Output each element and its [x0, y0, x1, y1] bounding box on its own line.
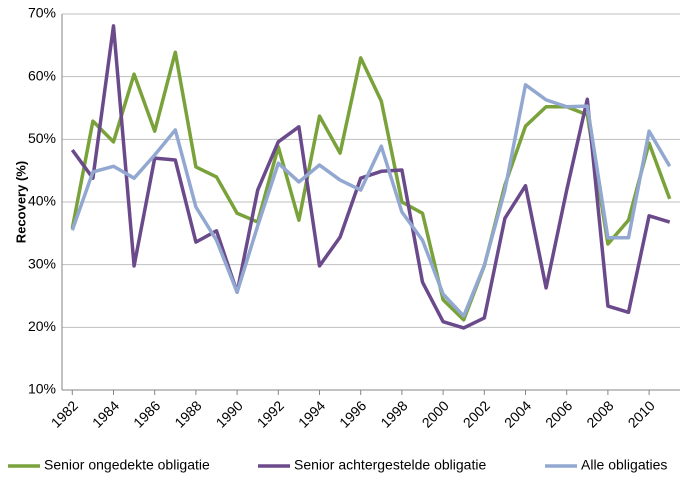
x-tick-label: 1998	[377, 397, 410, 430]
legend-label: Senior achtergestelde obligatie	[294, 457, 486, 473]
x-tick-label: 1994	[295, 397, 328, 430]
x-tick-label: 2008	[583, 397, 616, 430]
series-line	[70, 83, 672, 318]
x-tick-label: 1990	[212, 397, 245, 430]
x-tick-label: 2002	[460, 397, 493, 430]
legend-label: Senior ongedekte obligatie	[44, 457, 210, 473]
legend-label: Alle obligaties	[581, 457, 667, 473]
y-tick-label: 60%	[28, 67, 56, 83]
x-tick-label: 1982	[48, 397, 81, 430]
y-axis-label: Recovery (%)	[13, 161, 28, 243]
y-tick-label: 50%	[28, 130, 56, 146]
y-tick-label: 10%	[28, 381, 56, 397]
x-tick-label: 2000	[418, 397, 451, 430]
x-tick-label: 2010	[624, 397, 657, 430]
series-line	[70, 50, 672, 322]
x-tick-label: 2004	[501, 397, 534, 430]
y-tick-label: 30%	[28, 255, 56, 271]
x-tick-label: 1984	[89, 397, 122, 430]
x-tick-label: 2006	[542, 397, 575, 430]
x-tick-label: 1992	[254, 397, 287, 430]
y-tick-label: 40%	[28, 193, 56, 209]
series-line	[70, 24, 671, 330]
x-tick-label: 1988	[171, 397, 204, 430]
x-tick-label: 1986	[130, 397, 163, 430]
x-tick-label: 1996	[336, 397, 369, 430]
y-tick-label: 70%	[28, 5, 56, 21]
y-tick-label: 20%	[28, 318, 56, 334]
